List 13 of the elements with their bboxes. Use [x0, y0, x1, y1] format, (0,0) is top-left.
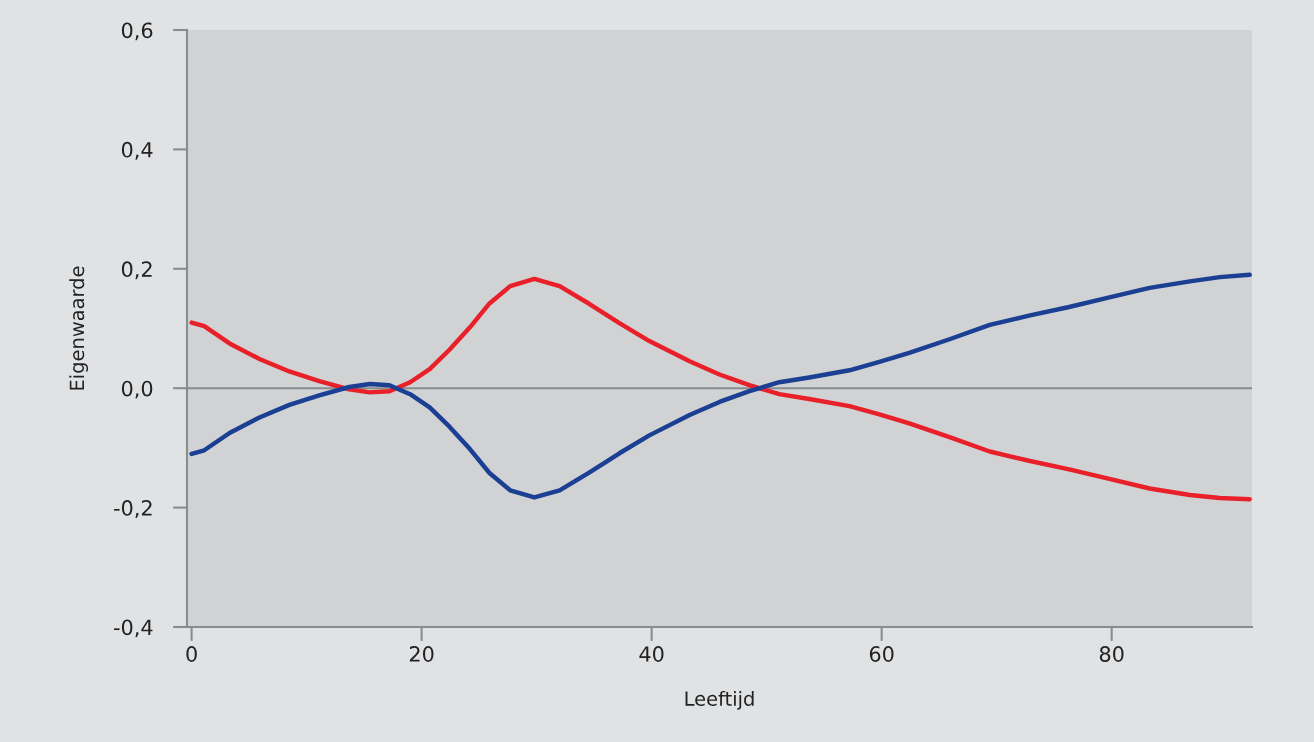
x-tick-label: 60 [869, 646, 894, 662]
y-tick-label: 0,6 [121, 22, 153, 41]
x-axis-title: Leeftijd [685, 690, 754, 710]
y-tick-label: 0,4 [121, 141, 153, 160]
y-tick-label: 0,2 [121, 261, 152, 280]
y-tick-label: 0,0 [121, 380, 153, 399]
x-tick-label: 40 [639, 646, 664, 662]
x-tick-label: 20 [409, 646, 434, 662]
y-tick-label: -0,2 [114, 500, 152, 518]
y-tick-label: -0,4 [114, 619, 153, 638]
x-tick-label: 0 [186, 646, 197, 662]
y-axis-title: Eigenwaarde [69, 266, 89, 390]
x-tick-label: 80 [1099, 646, 1124, 662]
